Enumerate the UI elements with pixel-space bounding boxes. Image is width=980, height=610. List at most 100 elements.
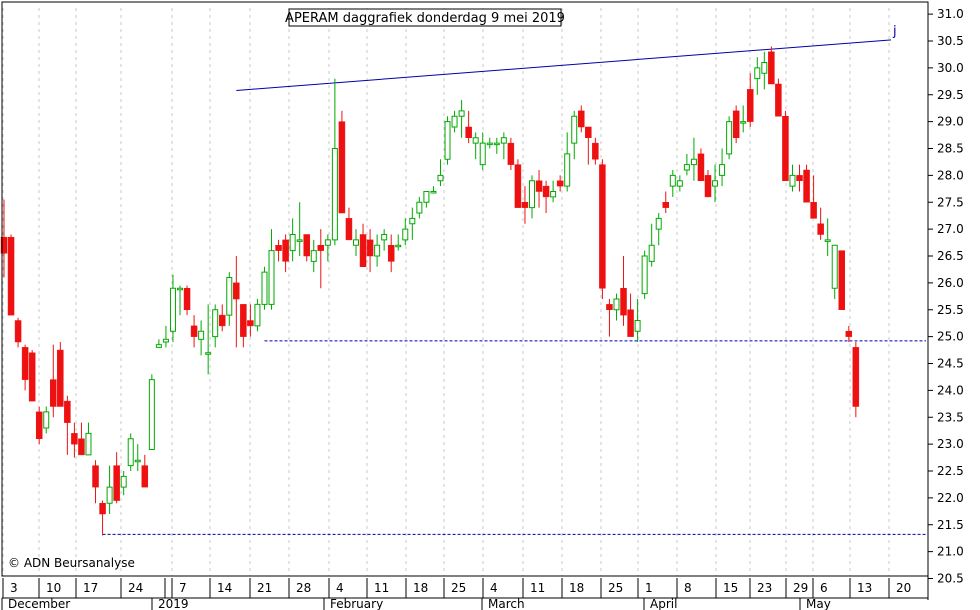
candle-body-down <box>514 164 522 208</box>
candle <box>683 153 690 176</box>
candle-body-up <box>824 239 831 242</box>
candle <box>141 454 149 488</box>
candle-body-up <box>353 239 359 246</box>
candle-body-down <box>303 234 310 257</box>
candle <box>430 186 437 194</box>
candle-body-up <box>719 164 726 176</box>
candle-body-up <box>310 250 317 262</box>
candle-body-down <box>768 51 775 85</box>
x-day-label: 25 <box>608 581 623 595</box>
candle <box>493 137 500 154</box>
candle <box>366 229 374 273</box>
candle <box>64 395 71 455</box>
x-day-label: 28 <box>296 581 311 595</box>
x-day-label: 18 <box>569 581 584 595</box>
candle-body-down <box>838 250 846 310</box>
candle-body-up <box>529 180 535 209</box>
candle <box>198 320 205 356</box>
y-tick-label: 23.5 <box>937 410 964 424</box>
candle-body-down <box>218 314 226 327</box>
x-day-label: 13 <box>857 581 872 595</box>
candle <box>479 132 486 170</box>
candle-body-up <box>374 244 381 257</box>
candle <box>402 218 409 246</box>
candle-body-down <box>542 185 550 198</box>
x-day-label: 7 <box>179 581 187 595</box>
candle-body-up <box>423 191 430 203</box>
y-tick-label: 28.5 <box>937 142 964 156</box>
candle <box>254 299 261 332</box>
y-tick-label: 25.5 <box>937 303 964 317</box>
resistance-trendline <box>236 39 892 91</box>
candle <box>655 213 662 246</box>
candle <box>627 293 634 337</box>
candle-body-up <box>458 110 465 117</box>
candle <box>212 304 219 348</box>
candle-body-up <box>106 486 113 504</box>
candle <box>21 344 29 391</box>
y-tick-label: 21.0 <box>937 545 964 559</box>
candle <box>7 234 15 316</box>
candle-body-down <box>21 347 29 380</box>
candle <box>726 116 733 160</box>
candle <box>43 406 50 434</box>
candle <box>14 317 22 348</box>
candle <box>317 229 325 289</box>
candle-body-down <box>627 309 634 337</box>
candle <box>113 452 120 504</box>
x-month-label: February <box>330 597 383 610</box>
candle-body-up <box>85 432 92 456</box>
candle <box>0 199 8 278</box>
candle <box>437 159 444 187</box>
candle <box>521 186 529 224</box>
candle <box>190 315 198 348</box>
candle-body-up <box>409 217 416 225</box>
plot-frame <box>1 1 929 577</box>
candle <box>282 234 289 273</box>
candle <box>381 229 388 251</box>
candle <box>465 110 472 144</box>
candle-body-down <box>240 304 247 337</box>
candle-body-up <box>226 277 233 316</box>
candle-body-up <box>120 475 127 488</box>
candle-body-up <box>155 344 162 348</box>
candle-body-down <box>521 202 529 208</box>
y-tick-label: 31.0 <box>937 7 964 21</box>
candle <box>697 148 705 181</box>
x-day-label: 6 <box>820 581 828 595</box>
candle <box>275 239 282 262</box>
candle-body-down <box>0 236 8 254</box>
y-tick-label: 23.0 <box>937 437 964 451</box>
candle-body-up <box>479 142 486 166</box>
chart-title: APERAM daggrafiek donderdag 9 mei 2019 <box>285 11 565 26</box>
candle-body-down <box>183 288 191 310</box>
candle-body-down <box>599 164 606 289</box>
candle-body-down <box>704 175 712 198</box>
candle <box>444 116 451 165</box>
candle-body-up <box>177 287 183 291</box>
candle-body-down <box>845 331 853 337</box>
candle <box>155 339 162 348</box>
candle-body-up <box>254 303 261 327</box>
candle-body-down <box>247 320 254 327</box>
x-day-label: 29 <box>793 581 808 595</box>
candle <box>50 344 57 418</box>
candle-body-down <box>317 245 325 251</box>
candle <box>226 272 233 326</box>
x-day-label: 23 <box>757 581 772 595</box>
candle-body-down <box>190 325 198 337</box>
candle-body-up <box>683 164 690 171</box>
candle <box>662 191 670 213</box>
candle-body-up <box>43 411 50 429</box>
x-day-label: 25 <box>451 581 466 595</box>
candle-body-down <box>345 218 353 241</box>
candle-body-down <box>282 239 289 262</box>
y-tick-label: 22.5 <box>937 464 964 478</box>
candle <box>28 350 36 402</box>
candle-body-down <box>359 234 367 267</box>
candle-body-up <box>486 142 493 146</box>
candle-body-down <box>78 438 85 456</box>
candle <box>754 57 761 95</box>
candle <box>92 460 99 504</box>
candle-body-up <box>381 234 388 241</box>
